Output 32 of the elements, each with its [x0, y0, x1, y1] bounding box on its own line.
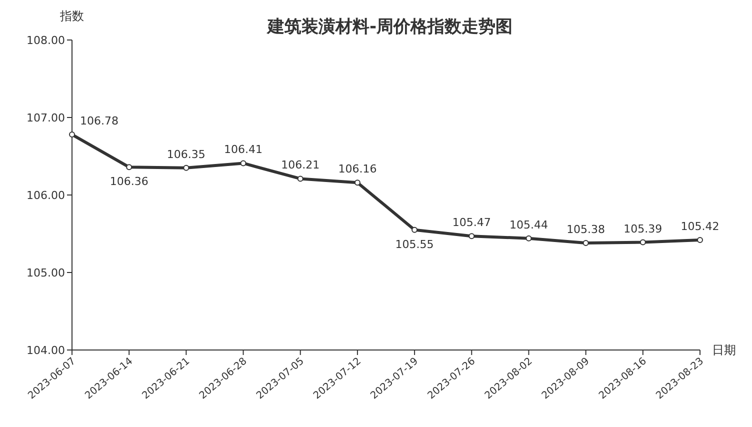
data-label: 105.44 — [509, 218, 548, 232]
y-tick-label: 105.00 — [26, 266, 65, 280]
data-label: 105.39 — [624, 222, 662, 236]
point — [640, 239, 646, 246]
y-tick-label: 107.00 — [26, 112, 65, 124]
point — [183, 164, 190, 171]
data-label: 106.16 — [338, 162, 377, 176]
data-label: 106.35 — [166, 148, 206, 161]
point — [354, 180, 360, 186]
point — [240, 160, 246, 166]
point — [526, 235, 532, 242]
x-axis-title: 日期 — [712, 343, 736, 357]
point — [412, 226, 418, 233]
data-label: 105.47 — [452, 216, 491, 230]
y-axis-title: 指数 — [59, 9, 84, 23]
point — [297, 176, 304, 182]
point — [69, 132, 75, 138]
y-tick-label: 104.00 — [26, 344, 65, 357]
y-tick-label: 106.00 — [26, 189, 65, 202]
y-tick-label: 108.00 — [26, 34, 65, 47]
point — [697, 236, 703, 243]
chart-title: 建筑装潢材料-周价格指数走势图 — [265, 17, 513, 37]
point — [126, 164, 132, 170]
data-label: 106.41 — [224, 143, 263, 156]
data-label: 106.36 — [110, 175, 148, 188]
data-label: 106.21 — [281, 158, 320, 172]
point — [468, 233, 475, 240]
data-label: 105.55 — [395, 238, 434, 251]
data-label: 105.42 — [680, 220, 720, 233]
point — [582, 240, 589, 246]
data-label: 105.38 — [566, 223, 606, 236]
data-label: 106.78 — [80, 114, 118, 128]
